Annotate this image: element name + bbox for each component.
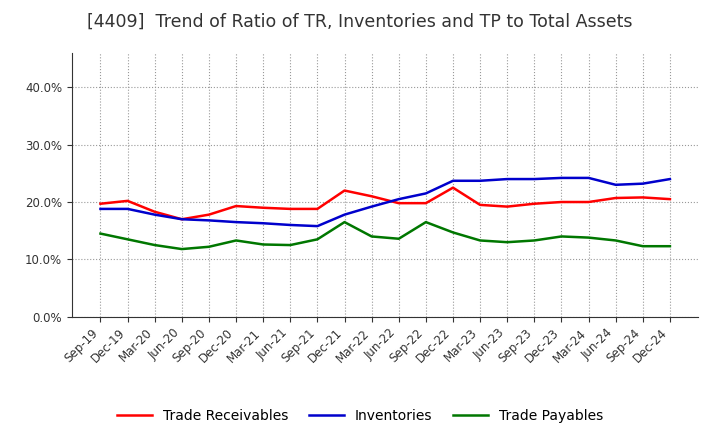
Trade Receivables xyxy=(204,212,213,217)
Inventories xyxy=(530,176,539,182)
Trade Payables xyxy=(178,246,186,252)
Trade Payables xyxy=(341,220,349,225)
Trade Payables xyxy=(367,234,376,239)
Inventories xyxy=(178,216,186,222)
Trade Payables xyxy=(476,238,485,243)
Trade Receivables xyxy=(503,204,511,209)
Inventories xyxy=(232,220,240,225)
Trade Payables xyxy=(123,237,132,242)
Trade Receivables xyxy=(367,194,376,199)
Inventories xyxy=(204,218,213,223)
Trade Payables xyxy=(204,244,213,249)
Text: [4409]  Trend of Ratio of TR, Inventories and TP to Total Assets: [4409] Trend of Ratio of TR, Inventories… xyxy=(87,13,633,31)
Inventories xyxy=(150,212,159,217)
Trade Payables xyxy=(449,230,457,235)
Inventories xyxy=(259,220,268,226)
Trade Receivables xyxy=(178,216,186,222)
Trade Receivables xyxy=(639,195,647,200)
Trade Payables xyxy=(421,220,430,225)
Inventories xyxy=(557,175,566,180)
Trade Receivables xyxy=(150,209,159,214)
Trade Receivables xyxy=(421,201,430,206)
Inventories xyxy=(313,224,322,229)
Trade Receivables xyxy=(584,199,593,205)
Line: Trade Receivables: Trade Receivables xyxy=(101,188,670,219)
Trade Receivables xyxy=(665,197,674,202)
Trade Receivables xyxy=(96,201,105,206)
Inventories xyxy=(96,206,105,212)
Inventories xyxy=(639,181,647,186)
Inventories xyxy=(286,222,294,227)
Trade Payables xyxy=(530,238,539,243)
Trade Payables xyxy=(259,242,268,247)
Trade Payables xyxy=(611,238,620,243)
Legend: Trade Receivables, Inventories, Trade Payables: Trade Receivables, Inventories, Trade Pa… xyxy=(112,403,608,429)
Inventories xyxy=(584,175,593,180)
Trade Receivables xyxy=(341,188,349,193)
Trade Receivables xyxy=(395,201,403,206)
Trade Payables xyxy=(639,244,647,249)
Inventories xyxy=(503,176,511,182)
Trade Receivables xyxy=(286,206,294,212)
Inventories xyxy=(476,178,485,183)
Trade Receivables xyxy=(232,203,240,209)
Inventories xyxy=(395,197,403,202)
Trade Receivables xyxy=(611,195,620,201)
Trade Receivables xyxy=(259,205,268,210)
Inventories xyxy=(123,206,132,212)
Trade Receivables xyxy=(313,206,322,212)
Trade Receivables xyxy=(557,199,566,205)
Trade Receivables xyxy=(476,202,485,208)
Inventories xyxy=(611,182,620,187)
Line: Trade Payables: Trade Payables xyxy=(101,222,670,249)
Inventories xyxy=(341,212,349,217)
Trade Payables xyxy=(557,234,566,239)
Trade Payables xyxy=(665,244,674,249)
Trade Payables xyxy=(395,236,403,242)
Trade Receivables xyxy=(449,185,457,191)
Trade Receivables xyxy=(530,201,539,206)
Trade Payables xyxy=(584,235,593,240)
Line: Inventories: Inventories xyxy=(101,178,670,226)
Trade Payables xyxy=(150,242,159,248)
Trade Receivables xyxy=(123,198,132,204)
Inventories xyxy=(449,178,457,183)
Trade Payables xyxy=(503,239,511,245)
Trade Payables xyxy=(313,237,322,242)
Inventories xyxy=(367,204,376,209)
Trade Payables xyxy=(286,242,294,248)
Trade Payables xyxy=(232,238,240,243)
Inventories xyxy=(665,176,674,182)
Trade Payables xyxy=(96,231,105,236)
Inventories xyxy=(421,191,430,196)
